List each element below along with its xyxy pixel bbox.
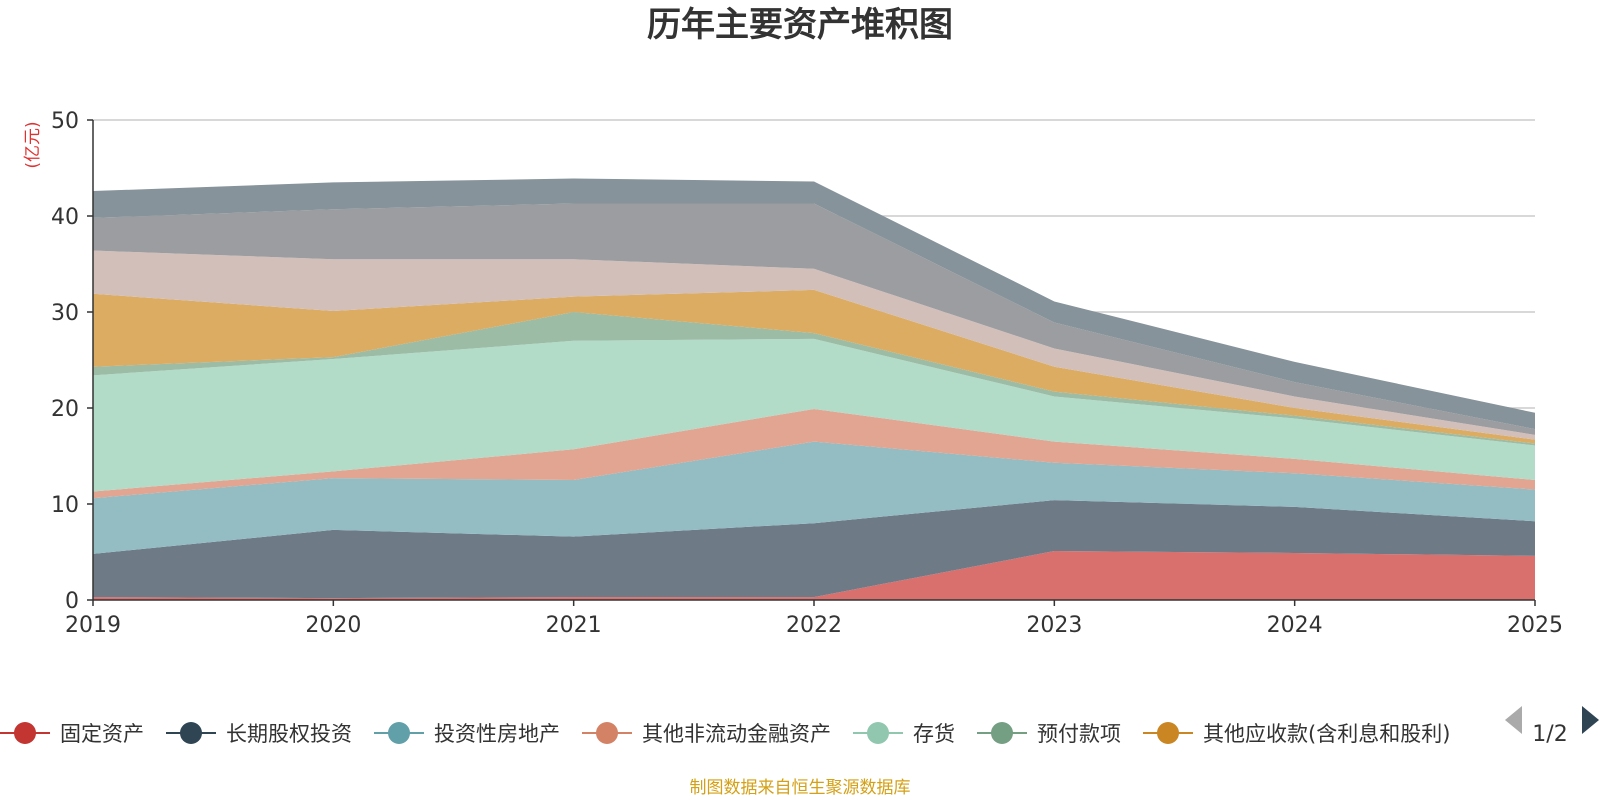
legend-label: 存货: [913, 722, 955, 746]
area-series-1: [93, 551, 1535, 600]
area-series-5: [93, 338, 1535, 492]
legend-marker-icon: [388, 722, 410, 744]
y-axis-unit-label: (亿元): [23, 121, 43, 168]
x-tick-label: 2022: [786, 613, 842, 638]
legend-item[interactable]: 预付款项: [977, 722, 1121, 746]
area-series-6: [93, 312, 1535, 446]
area-series-9: [93, 203, 1535, 435]
legend-next-page-icon[interactable]: [1582, 706, 1599, 734]
x-tick-label: 2025: [1507, 613, 1563, 638]
legend-marker-icon: [14, 722, 36, 744]
legend-item[interactable]: 固定资产: [0, 722, 144, 746]
legend-prev-page-icon[interactable]: [1505, 706, 1522, 734]
y-tick-label: 50: [51, 109, 79, 134]
legend-marker-icon: [180, 722, 202, 744]
area-series-10: [93, 178, 1535, 430]
legend-item[interactable]: 长期股权投资: [166, 722, 352, 746]
legend-marker-icon: [991, 722, 1013, 744]
legend-label: 其他应收款(含利息和股利): [1203, 722, 1450, 746]
area-series-8: [93, 250, 1535, 440]
chart-title: 历年主要资产堆积图: [647, 5, 953, 45]
axes: 0 10 20 30 40 50 2019 2020 2021 2022 2023 2024 2025: [51, 109, 1563, 638]
area-series-3: [93, 441, 1535, 554]
y-tick-label: 0: [65, 589, 79, 614]
x-tick-label: 2019: [65, 613, 121, 638]
x-tick-label: 2021: [546, 613, 602, 638]
x-tick-label: 2024: [1267, 613, 1323, 638]
legend-label: 其他非流动金融资产: [642, 722, 831, 746]
area-series: [93, 178, 1535, 600]
legend-marker-icon: [596, 722, 618, 744]
legend-item[interactable]: 其他非流动金融资产: [582, 722, 831, 746]
legend-label: 长期股权投资: [226, 722, 352, 746]
legend-label: 投资性房地产: [434, 722, 560, 746]
y-tick-label: 20: [51, 397, 79, 422]
x-tick-label: 2020: [305, 613, 361, 638]
legend-label: 预付款项: [1037, 722, 1121, 746]
y-tick-label: 30: [51, 301, 79, 326]
legend-marker-icon: [867, 722, 889, 744]
legend-item[interactable]: 存货: [853, 722, 955, 746]
legend-item[interactable]: 投资性房地产: [374, 722, 560, 746]
data-source-note: 制图数据来自恒生聚源数据库: [690, 778, 911, 798]
legend-item[interactable]: 其他应收款(含利息和股利): [1143, 722, 1450, 746]
y-tick-label: 10: [51, 493, 79, 518]
x-tick-label: 2023: [1026, 613, 1082, 638]
area-series-2: [93, 500, 1535, 599]
area-series-7: [93, 289, 1535, 444]
legend-pager: 1/2: [1505, 706, 1599, 747]
legend-label: 固定资产: [60, 722, 144, 746]
legend-page-indicator: 1/2: [1532, 722, 1567, 747]
legend[interactable]: 固定资产 长期股权投资 投资性房地产 其他非流动金融资产 存货 预付款项 其他应收款(含利息…: [0, 722, 1450, 746]
y-tick-label: 40: [51, 205, 79, 230]
legend-marker-icon: [1157, 722, 1179, 744]
area-series-4: [93, 408, 1535, 499]
